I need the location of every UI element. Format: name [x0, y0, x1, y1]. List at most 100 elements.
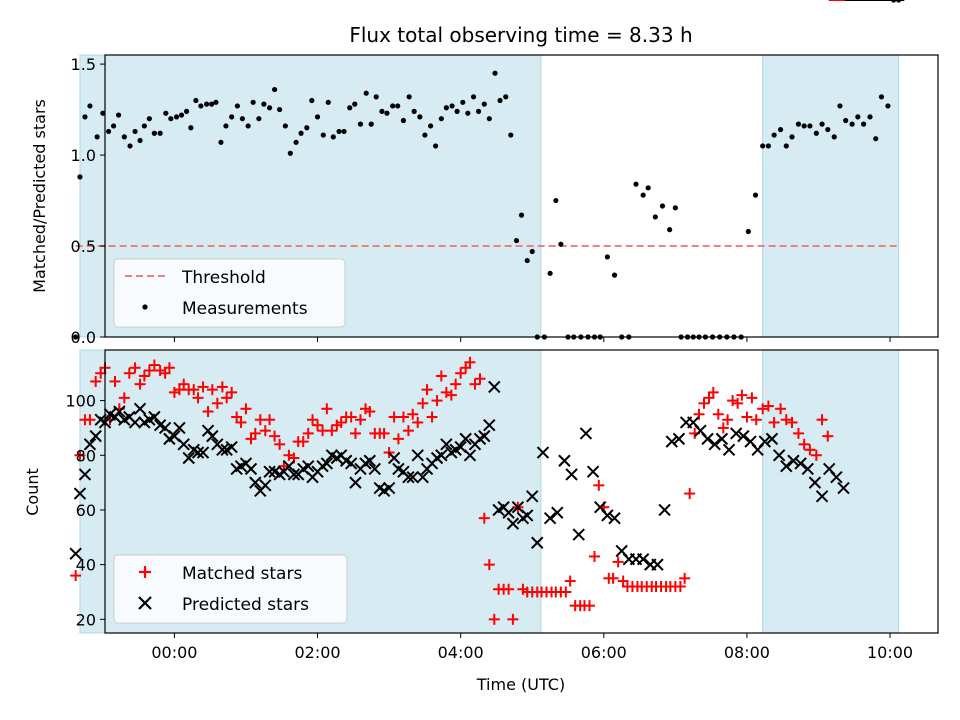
measurement-point — [837, 103, 843, 109]
x-tick-label: 02:00 — [294, 643, 340, 662]
measurement-point — [752, 192, 759, 198]
measurement-point — [801, 123, 807, 129]
matched-point — [478, 512, 490, 524]
top-y-ticks: 0.0 0.5 1.0 1.5 — [71, 55, 105, 347]
matched-point — [297, 436, 309, 448]
predicted-point — [794, 457, 807, 470]
measurement-point — [100, 110, 106, 116]
matched-point — [732, 397, 744, 409]
measurement-point — [94, 134, 100, 140]
top-x-ticks — [173, 337, 891, 342]
measurement-point — [878, 94, 885, 100]
matched-point — [349, 427, 361, 439]
measurement-point — [137, 137, 143, 144]
y-tick-label: 0.5 — [71, 237, 96, 256]
measurement-point — [553, 197, 559, 204]
y-tick-label: 1.5 — [71, 55, 96, 74]
measurement-point — [198, 103, 204, 109]
x-tick-label: 08:00 — [724, 643, 770, 662]
measurement-point — [105, 128, 112, 135]
measurement-point — [298, 130, 304, 136]
measurement-point — [121, 134, 127, 140]
predicted-point — [89, 429, 102, 443]
predicted-point — [672, 432, 686, 446]
matched-point — [148, 359, 160, 371]
matched-point — [417, 397, 429, 409]
measurement-point — [115, 112, 122, 118]
predicted-point — [837, 481, 850, 495]
matched-point — [321, 403, 333, 415]
measurement-point — [867, 114, 873, 120]
predicted-point — [368, 462, 382, 476]
measurement-point — [843, 117, 849, 124]
matched-point — [143, 365, 155, 377]
matched-point — [775, 403, 787, 415]
matched-point — [129, 362, 141, 374]
matched-point — [474, 373, 486, 385]
matched-point — [798, 438, 810, 450]
matched-point — [483, 559, 495, 571]
predicted-point — [113, 405, 126, 418]
matched-point — [109, 375, 121, 387]
predicted-point — [830, 470, 843, 484]
predicted-point — [543, 511, 557, 525]
measurement-point — [368, 121, 374, 127]
measurement-point — [855, 114, 861, 120]
predicted-point — [411, 449, 424, 462]
matched-point — [206, 384, 218, 396]
predicted-point — [225, 440, 238, 454]
matched-point — [264, 414, 276, 426]
measurement-point — [245, 123, 251, 129]
measurement-point — [168, 116, 174, 122]
top-y-axis-label: Matched/Predicted stars — [30, 99, 49, 293]
predicted-point — [259, 479, 272, 492]
matched-point — [455, 367, 467, 379]
matched-point — [426, 411, 438, 423]
predicted-point — [608, 511, 621, 525]
matched-point — [792, 427, 804, 439]
predicted-point — [708, 438, 721, 451]
measurement-point — [640, 192, 646, 198]
measurement-point — [266, 105, 273, 111]
matched-point — [717, 422, 729, 434]
predicted-point — [586, 465, 600, 478]
measurement-point — [183, 108, 190, 114]
measurement-point — [518, 212, 525, 218]
predicted-point — [787, 454, 800, 467]
matched-point — [679, 572, 691, 584]
matched-point — [746, 392, 758, 404]
predicted-point — [506, 517, 520, 530]
shaded-interval — [762, 54, 900, 338]
matched-point — [178, 378, 190, 390]
matched-point — [188, 384, 200, 396]
predicted-point — [73, 487, 87, 500]
measurement-point — [384, 110, 390, 116]
measurement-point — [256, 116, 262, 122]
matched-point — [259, 425, 271, 437]
matched-point — [612, 556, 624, 568]
x-axis-label: Time (UTC) — [476, 675, 565, 694]
predicted-point — [526, 490, 539, 503]
bottom-legend: Matched stars Predicted stars — [113, 554, 348, 624]
matched-point — [84, 414, 96, 426]
predicted-point — [435, 449, 448, 462]
predicted-point — [206, 429, 219, 443]
top-legend: Threshold Measurements — [113, 258, 346, 328]
measurement-point — [503, 94, 509, 100]
measurement-point — [127, 143, 133, 149]
measurement-point — [633, 181, 639, 187]
measurement-point — [789, 134, 795, 140]
matched-point — [757, 403, 769, 415]
measurement-point — [87, 103, 93, 109]
measurement-point — [357, 121, 364, 127]
matched-point — [317, 425, 329, 437]
predicted-point — [287, 468, 301, 481]
measurement-point — [470, 94, 477, 100]
measurement-point — [745, 228, 751, 235]
predicted-point — [780, 460, 793, 473]
matched-point — [254, 414, 266, 426]
predicted-point — [302, 460, 315, 473]
predicted-point — [387, 451, 401, 465]
predicted-point — [558, 454, 571, 467]
measurement-point — [320, 132, 326, 138]
